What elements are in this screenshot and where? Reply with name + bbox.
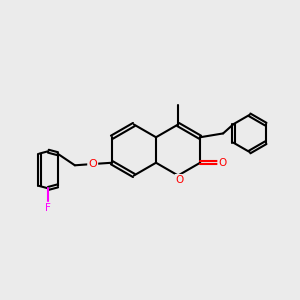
Text: O: O xyxy=(218,158,226,168)
Text: O: O xyxy=(176,175,184,185)
Text: F: F xyxy=(45,203,51,213)
Text: O: O xyxy=(88,159,97,169)
